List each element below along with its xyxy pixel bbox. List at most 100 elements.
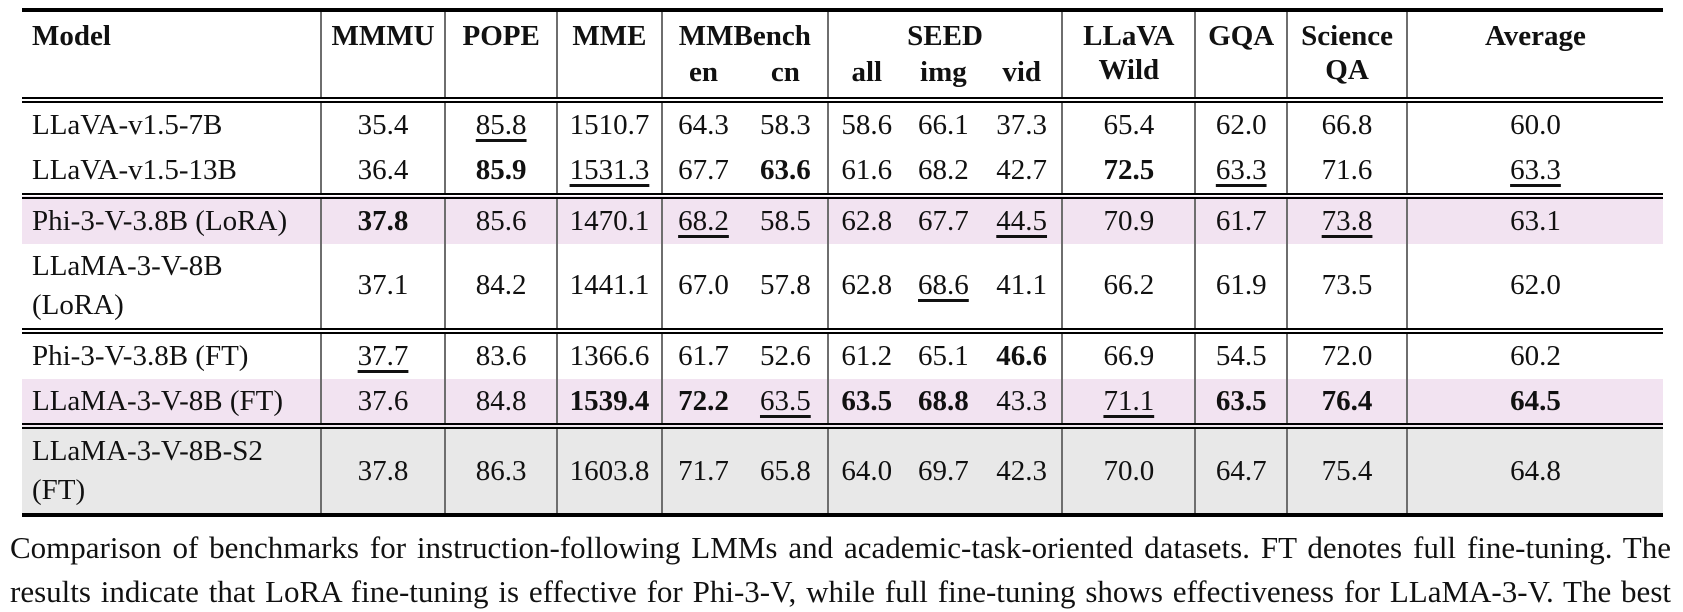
table-cell: 64.8	[1405, 423, 1663, 516]
table-cell: 63.5	[744, 379, 828, 427]
table-row: LLaMA-3-V-8B-S2 (FT) 37.8 86.3 1603.8 71.7 65…	[22, 423, 1663, 516]
metric-value: 66.8	[1321, 109, 1373, 142]
metric-value: 61.7	[678, 339, 729, 372]
table-cell: 67.7	[660, 148, 745, 197]
table-cell: 63.3	[1405, 148, 1663, 197]
table-cell: 1531.3	[555, 148, 662, 197]
col-header-mmbench: MMBench	[660, 10, 828, 56]
metric-value: 71.1	[1103, 384, 1155, 417]
table-cell: 65.1	[904, 327, 982, 379]
table-row: Phi-3-V-3.8B (FT) 37.7 83.6 1366.6 61.7 52.6 6…	[22, 327, 1663, 379]
metric-value: 37.8	[357, 205, 409, 238]
model-name: LLaMA-3-V-8B (LoRA)	[32, 250, 223, 321]
table-cell: 75.4	[1286, 423, 1407, 516]
metric-value: 83.6	[475, 339, 527, 372]
metric-value: 52.6	[759, 339, 811, 372]
table-cell: 64.5	[1405, 378, 1663, 427]
table-cell: 61.2	[826, 327, 905, 379]
metric-value: 85.8	[475, 109, 527, 142]
table-cell: 42.3	[981, 423, 1063, 516]
model-name: LLaMA-3-V-8B-S2 (FT)	[22, 423, 321, 516]
table-cell: 60.0	[1405, 97, 1663, 149]
table-cell: 57.8	[744, 244, 828, 331]
metric-value: 63.5	[841, 384, 893, 417]
metric-value: 63.3	[1510, 154, 1561, 187]
table-cell: 68.2	[905, 148, 982, 196]
col-header-line: Wild	[1098, 54, 1160, 87]
metric-value: 76.4	[1321, 384, 1373, 417]
col-subheader-seed-img: img	[920, 56, 967, 89]
table-cell: 71.6	[1286, 148, 1407, 197]
table-cell: 70.0	[1061, 423, 1196, 516]
table-cell: 46.6	[981, 327, 1063, 379]
table-cell: 66.9	[1061, 327, 1196, 379]
table-cell: 73.8	[1286, 193, 1407, 245]
model-name: LLaVA-v1.5-7B	[22, 97, 321, 149]
metric-value: 69.7	[918, 454, 969, 487]
metric-value: 84.8	[475, 384, 527, 417]
table-cell: 69.7	[904, 423, 982, 516]
table-cell: 61.6	[826, 148, 905, 197]
table-cell: 66.2	[1061, 244, 1196, 331]
table-cell: 86.3	[444, 423, 557, 516]
metric-value: 37.7	[357, 339, 409, 372]
metric-value: 61.7	[1215, 205, 1267, 238]
metric-value: 37.3	[996, 109, 1048, 142]
table-row: LLaMA-3-V-8B (FT) 37.6 84.8 1539.4 72.2 63.5 6…	[22, 378, 1663, 427]
metric-value: 65.4	[1103, 109, 1155, 142]
col-subheader-mmbench-cn: cn	[770, 56, 800, 89]
table-cell: 44.5	[981, 193, 1063, 245]
metric-value: 64.7	[1215, 454, 1267, 487]
table-cell: 54.5	[1194, 327, 1288, 379]
metric-value: 71.6	[1321, 154, 1373, 187]
metric-value: 1441.1	[569, 269, 650, 302]
metric-value: 86.3	[475, 454, 527, 487]
table-cell: 64.7	[1194, 423, 1288, 516]
metric-value: 1470.1	[569, 205, 650, 238]
metric-value: 54.5	[1215, 339, 1267, 372]
metric-value: 70.0	[1103, 454, 1155, 487]
metric-value: 61.6	[841, 154, 893, 187]
metric-value: 67.7	[918, 205, 969, 238]
metric-value: 58.6	[841, 109, 893, 142]
table-cell: 64.0	[826, 423, 905, 516]
table-cell: 67.0	[660, 244, 745, 331]
table-cell: 83.6	[444, 327, 557, 379]
metric-value: 43.3	[996, 384, 1048, 417]
col-header-line: LLaVA	[1083, 20, 1175, 52]
metric-value: 75.4	[1321, 454, 1373, 487]
table-cell: 84.2	[444, 244, 557, 331]
metric-value: 58.3	[759, 109, 811, 142]
metric-value: 63.5	[1215, 384, 1267, 417]
model-name: LLaVA-v1.5-13B	[32, 154, 237, 187]
metric-value: 65.1	[918, 339, 969, 372]
col-header-llava-wild: LLaVA Wild	[1061, 10, 1196, 101]
metric-value: 42.7	[996, 154, 1048, 187]
col-header-line: Science	[1301, 20, 1393, 52]
metric-value: 61.9	[1215, 269, 1267, 302]
table-cell: 1470.1	[555, 193, 662, 245]
metric-value: 73.5	[1321, 269, 1373, 302]
table-cell: 65.4	[1061, 97, 1196, 149]
metric-value: 64.3	[678, 109, 729, 142]
metric-value: 42.3	[996, 454, 1048, 487]
col-header-seed: SEED	[826, 10, 1063, 56]
table-cell: 63.5	[826, 378, 905, 427]
metric-value: 63.3	[1215, 154, 1267, 187]
metric-value: 62.0	[1510, 269, 1561, 302]
col-header-pope: POPE	[444, 10, 557, 101]
col-subheader-seed-vid: vid	[1002, 56, 1041, 89]
table-cell: 85.9	[444, 148, 557, 197]
header-row-sub: en cn all img vid	[22, 55, 1663, 101]
model-name: Phi-3-V-3.8B (FT)	[22, 327, 321, 379]
table-cell: 71.1	[1061, 378, 1196, 427]
benchmark-table-body: LLaVA-v1.5-7B 35.4 85.8 1510.7 64.3 58.3 58.6 6…	[22, 97, 1663, 516]
table-cell: 37.6	[319, 378, 446, 427]
table-cell: 66.1	[904, 97, 982, 149]
table-cell: 37.3	[981, 97, 1063, 149]
metric-value: 84.2	[475, 269, 527, 302]
table-row: Phi-3-V-3.8B (LoRA) 37.8 85.6 1470.1 68.2 58.…	[22, 193, 1663, 245]
table-cell: 63.5	[1194, 378, 1288, 427]
metric-value: 68.8	[918, 384, 969, 417]
metric-value: 41.1	[996, 269, 1048, 302]
